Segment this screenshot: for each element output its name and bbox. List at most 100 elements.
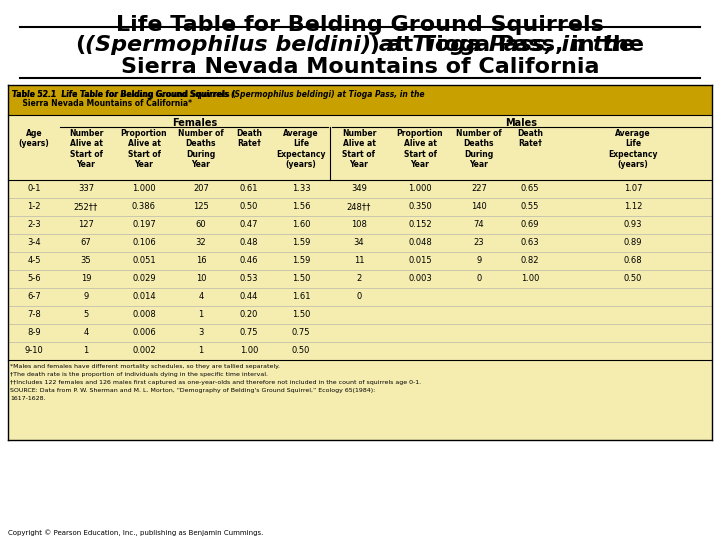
Text: 4-5: 4-5	[27, 256, 41, 265]
Text: 23: 23	[474, 238, 485, 247]
Text: *Males and females have different mortality schedules, so they are tallied separ: *Males and females have different mortal…	[10, 364, 280, 369]
Text: 0.003: 0.003	[408, 274, 432, 283]
Text: 1617-1628.: 1617-1628.	[10, 396, 45, 401]
Text: 35: 35	[81, 256, 91, 265]
Text: 227: 227	[471, 184, 487, 193]
Text: 0.20: 0.20	[240, 310, 258, 319]
Text: 3: 3	[198, 328, 204, 337]
Text: 2-3: 2-3	[27, 220, 41, 229]
Text: Table 52.1  Life Table for Belding Ground Squirrels (: Table 52.1 Life Table for Belding Ground…	[12, 90, 235, 99]
Text: 9: 9	[477, 256, 482, 265]
Text: (                                                               ) at Tioga Pass,: ( ) at Tioga Pass,	[76, 35, 644, 55]
Text: Males: Males	[505, 118, 537, 128]
Text: (Spermophilus beldini) at Tioga Pass, in the: (Spermophilus beldini) at Tioga Pass, in…	[85, 35, 635, 55]
Text: 1.000: 1.000	[408, 184, 432, 193]
Text: 248††: 248††	[347, 202, 372, 211]
Text: 0.197: 0.197	[132, 220, 156, 229]
Text: 1: 1	[199, 346, 204, 355]
Text: 4: 4	[84, 328, 89, 337]
Text: 60: 60	[196, 220, 207, 229]
Text: 0.82: 0.82	[521, 256, 539, 265]
Text: 1.07: 1.07	[624, 184, 642, 193]
Text: Number
Alive at
Start of
Year: Number Alive at Start of Year	[69, 129, 103, 169]
Text: 2: 2	[356, 274, 361, 283]
Text: 127: 127	[78, 220, 94, 229]
Text: 34: 34	[354, 238, 364, 247]
Text: 207: 207	[193, 184, 209, 193]
Text: 0.015: 0.015	[408, 256, 432, 265]
Text: 0.008: 0.008	[132, 310, 156, 319]
Text: 1.00: 1.00	[521, 274, 539, 283]
Text: 0.029: 0.029	[132, 274, 156, 283]
Text: 6-7: 6-7	[27, 292, 41, 301]
Text: Copyright © Pearson Education, Inc., publishing as Benjamin Cummings.: Copyright © Pearson Education, Inc., pub…	[8, 529, 264, 536]
Text: 11: 11	[354, 256, 364, 265]
Text: Death
Rate†: Death Rate†	[236, 129, 262, 149]
Text: 1-2: 1-2	[27, 202, 41, 211]
Text: Sierra Nevada Mountains of California: Sierra Nevada Mountains of California	[121, 57, 599, 77]
Text: 0.65: 0.65	[521, 184, 539, 193]
Text: 1: 1	[84, 346, 89, 355]
Text: 1.50: 1.50	[292, 310, 310, 319]
Text: 252††: 252††	[74, 202, 98, 211]
Text: 0: 0	[356, 292, 361, 301]
Text: 0.014: 0.014	[132, 292, 156, 301]
Text: 0.48: 0.48	[240, 238, 258, 247]
Text: 0.68: 0.68	[624, 256, 642, 265]
Text: 0.50: 0.50	[240, 202, 258, 211]
Text: 9: 9	[84, 292, 89, 301]
Text: 0: 0	[477, 274, 482, 283]
Text: 0.63: 0.63	[521, 238, 539, 247]
Text: 0.44: 0.44	[240, 292, 258, 301]
Text: 1.56: 1.56	[292, 202, 310, 211]
Text: 0.75: 0.75	[240, 328, 258, 337]
Text: 0.75: 0.75	[292, 328, 310, 337]
Bar	[8, 85, 712, 440]
Text: 9-10: 9-10	[24, 346, 43, 355]
Bar	[8, 85, 712, 115]
Text: 1.00: 1.00	[240, 346, 258, 355]
Text: 0.46: 0.46	[240, 256, 258, 265]
Text: 1.12: 1.12	[624, 202, 642, 211]
Text: 0.53: 0.53	[240, 274, 258, 283]
Text: 0.55: 0.55	[521, 202, 539, 211]
Text: Number of
Deaths
During
Year: Number of Deaths During Year	[456, 129, 502, 169]
Text: 1: 1	[199, 310, 204, 319]
Text: 0.002: 0.002	[132, 346, 156, 355]
Text: 0-1: 0-1	[27, 184, 41, 193]
Text: 1.33: 1.33	[292, 184, 310, 193]
Text: 1.50: 1.50	[292, 274, 310, 283]
Text: SOURCE: Data from P. W. Sherman and M. L. Morton, “Demography of Belding's Groun: SOURCE: Data from P. W. Sherman and M. L…	[10, 388, 375, 393]
Text: Age
(years): Age (years)	[19, 129, 50, 149]
Text: 1.59: 1.59	[292, 238, 310, 247]
Text: 0.350: 0.350	[408, 202, 432, 211]
Text: 0.051: 0.051	[132, 256, 156, 265]
Text: 140: 140	[471, 202, 487, 211]
Text: 108: 108	[351, 220, 367, 229]
Text: 0.50: 0.50	[624, 274, 642, 283]
Text: 0.50: 0.50	[292, 346, 310, 355]
Text: 74: 74	[474, 220, 485, 229]
Text: Average
Life
Expectancy
(years): Average Life Expectancy (years)	[608, 129, 658, 169]
Text: Table 52.1  Life Table for Belding Ground Squirrels (Spermophilus beldingi) at T: Table 52.1 Life Table for Belding Ground…	[12, 90, 425, 99]
Text: 349: 349	[351, 184, 367, 193]
Text: 337: 337	[78, 184, 94, 193]
Text: 3-4: 3-4	[27, 238, 41, 247]
Text: 19: 19	[81, 274, 91, 283]
Text: 5-6: 5-6	[27, 274, 41, 283]
Text: Proportion
Alive at
Start of
Year: Proportion Alive at Start of Year	[121, 129, 167, 169]
Text: 0.386: 0.386	[132, 202, 156, 211]
Text: Life Table for Belding Ground Squirrels: Life Table for Belding Ground Squirrels	[116, 15, 604, 35]
Text: 0.89: 0.89	[624, 238, 642, 247]
Text: 125: 125	[193, 202, 209, 211]
Text: Average
Life
Expectancy
(years): Average Life Expectancy (years)	[276, 129, 325, 169]
Text: 0.61: 0.61	[240, 184, 258, 193]
Text: 1.59: 1.59	[292, 256, 310, 265]
Text: Death
Rate†: Death Rate†	[517, 129, 543, 149]
Text: 5: 5	[84, 310, 89, 319]
Text: 0.048: 0.048	[408, 238, 432, 247]
Text: 0.106: 0.106	[132, 238, 156, 247]
Text: 1.61: 1.61	[292, 292, 310, 301]
Text: 1.60: 1.60	[292, 220, 310, 229]
Text: 0.69: 0.69	[521, 220, 539, 229]
